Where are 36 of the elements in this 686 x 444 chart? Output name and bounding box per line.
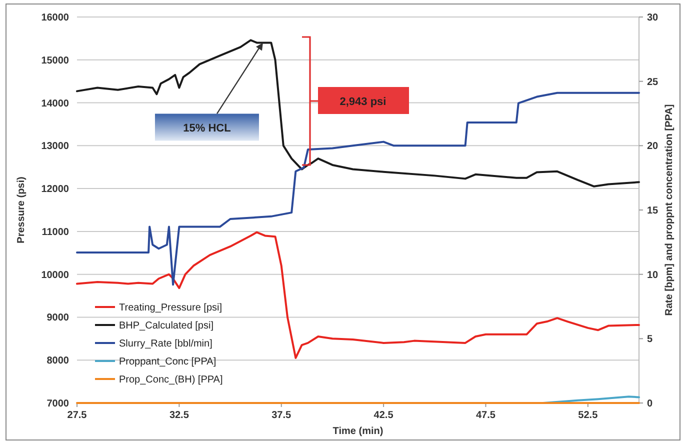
y-tick-label: 13000	[41, 141, 70, 152]
line-series	[76, 92, 640, 286]
line-series	[76, 39, 640, 188]
line-series	[76, 231, 640, 359]
y2-tick-label: 10	[647, 270, 659, 281]
x-tick-label: 42.5	[374, 410, 394, 421]
x-tick-label: 47.5	[476, 410, 496, 421]
x-tick-label: 27.5	[67, 410, 88, 421]
y-tick-label: 15000	[41, 55, 70, 66]
y2-tick-label: 0	[647, 398, 653, 410]
y-tick-label: 7000	[46, 398, 70, 410]
y2-axis-title: Rate [bpm] and proppnt concentration [PPA]	[664, 104, 675, 316]
y-tick-label: 9000	[46, 312, 70, 324]
y-tick-label: 8000	[46, 356, 70, 367]
x-axis-title: Time (min)	[332, 426, 384, 437]
legend-label: Prop_Conc_(BH) [PPA]	[119, 374, 223, 386]
y2-tick-label: 25	[647, 76, 659, 88]
annotation: 2,943 psi	[340, 96, 386, 108]
legend-label: Proppant_Conc [PPA]	[119, 356, 216, 368]
y2-tick-label: 15	[647, 206, 659, 216]
y-tick-label: 12000	[41, 184, 70, 196]
legend-label: Slurry_Rate [bbl/min]	[119, 338, 213, 350]
x-tick-label: 52.5	[578, 410, 598, 421]
y-axis-title: Pressure (psi)	[16, 176, 27, 244]
annotation: 15% HCL	[183, 122, 232, 135]
y2-tick-label: 30	[647, 12, 659, 24]
x-tick-label: 32.5	[169, 410, 190, 421]
y-tick-label: 16000	[41, 12, 70, 24]
y-tick-label: 11000	[42, 226, 70, 238]
y-tick-label: 10000	[41, 270, 70, 281]
legend-label: BHP_Calculated [psi]	[119, 320, 214, 332]
legend-label: Treating_Pressure [psi]	[119, 302, 222, 314]
x-tick-label: 37.5	[272, 410, 292, 421]
y2-tick-label: 5	[647, 334, 653, 346]
y-tick-label: 14000	[41, 98, 70, 110]
y2-tick-label: 20	[647, 141, 659, 152]
